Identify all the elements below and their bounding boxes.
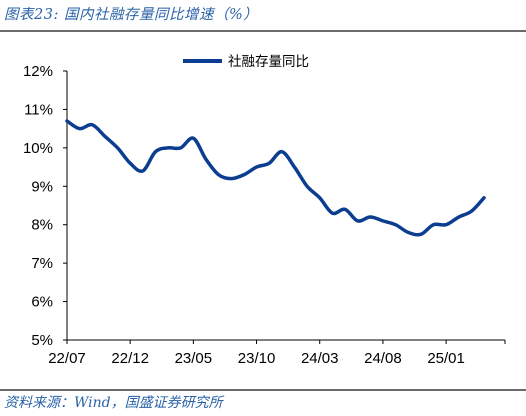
figure-title: 图表23: 国内社融存量同比增速（%）	[4, 7, 259, 23]
top-divider	[0, 30, 526, 32]
y-tick-label: 8%	[31, 217, 53, 234]
y-tick-label: 9%	[31, 178, 53, 195]
y-tick-label: 5%	[31, 332, 53, 349]
bottom-divider	[0, 389, 526, 391]
line-chart: 5% 6% 7% 8% 9% 10% 11% 12% 22/07 22/12 23/05 23/10 2…	[23, 54, 506, 367]
x-tick-label: 24/03	[301, 350, 339, 367]
axes: 5% 6% 7% 8% 9% 10% 11% 12% 22/07 22/12 23/05 23/10 2…	[23, 63, 506, 367]
x-tick-label: 22/07	[48, 350, 86, 367]
y-tick-label: 11%	[24, 101, 53, 118]
x-tick-label: 23/10	[238, 350, 276, 367]
source-note: 资料来源：Wind，国盛证券研究所	[4, 395, 223, 411]
legend-label: 社融存量同比	[228, 54, 309, 70]
y-tick-label: 7%	[31, 255, 53, 272]
x-tick-label: 22/12	[111, 350, 149, 367]
y-tick-label: 10%	[23, 140, 53, 157]
x-tick-label: 23/05	[175, 350, 213, 367]
x-tick-label: 25/01	[427, 350, 465, 367]
y-tick-label: 6%	[31, 294, 53, 311]
y-tick-label: 12%	[23, 63, 53, 80]
x-tick-label: 24/08	[364, 350, 402, 367]
series-line	[65, 119, 486, 237]
legend: 社融存量同比	[183, 54, 309, 70]
series-layer	[65, 119, 486, 237]
